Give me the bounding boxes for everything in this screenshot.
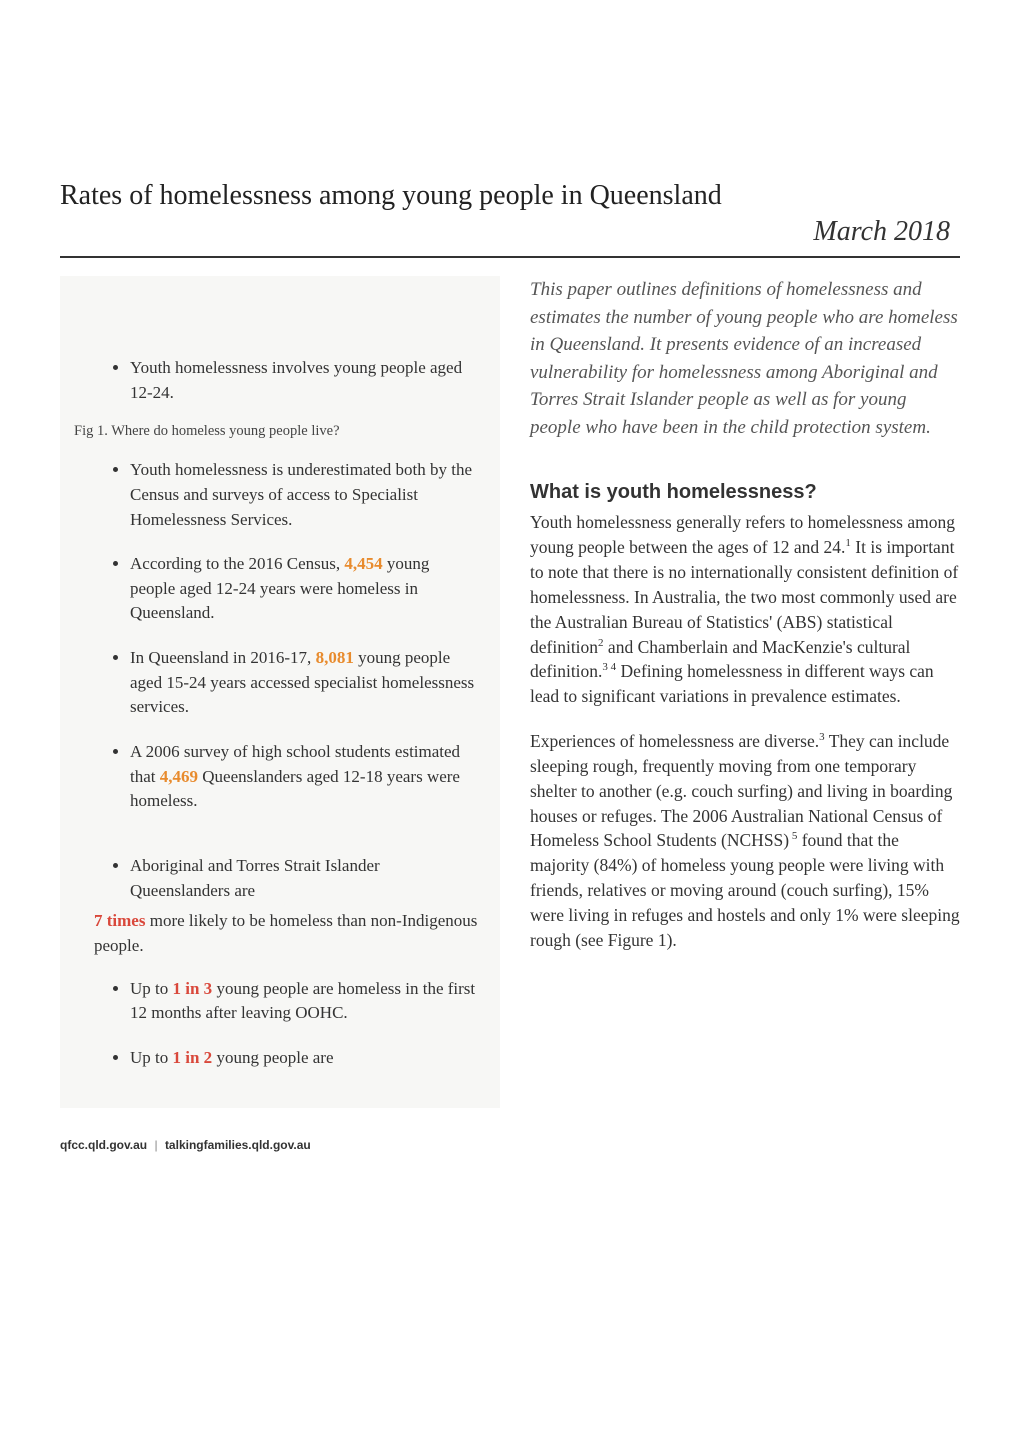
stat-highlight: 8,081 xyxy=(316,648,354,667)
sidebar-bullet-shs: In Queensland in 2016-17, 8,081 young pe… xyxy=(130,646,486,720)
text-fragment: Up to xyxy=(130,979,173,998)
sidebar-bullet-intro: Youth homelessness involves young people… xyxy=(130,356,486,405)
text-fragment: In Queensland in 2016-17, xyxy=(130,648,316,667)
stat-highlight: 4,469 xyxy=(160,767,198,786)
sidebar-bullet-atsi: Aboriginal and Torres Strait Islander Qu… xyxy=(130,854,486,903)
sidebar-list-4: Up to 1 in 3 young people are homeless i… xyxy=(74,977,486,1071)
body-paragraph-2: Experiences of homelessness are diverse.… xyxy=(530,729,960,953)
sidebar-bullet-last: Up to 1 in 2 young people are xyxy=(130,1046,486,1071)
page-date: March 2018 xyxy=(60,216,960,248)
footnote-ref: 3 4 xyxy=(602,662,616,674)
sidebar-bullet-oohc: Up to 1 in 3 young people are homeless i… xyxy=(130,977,486,1026)
section-heading: What is youth homelessness? xyxy=(530,481,960,504)
sidebar-bullet-underestimated: Youth homelessness is underestimated bot… xyxy=(130,458,486,532)
stat-highlight: 7 times xyxy=(94,911,145,930)
stat-highlight: 4,454 xyxy=(344,554,382,573)
sidebar-list-3: Aboriginal and Torres Strait Islander Qu… xyxy=(74,854,486,903)
sidebar-bullet-census: According to the 2016 Census, 4,454 youn… xyxy=(130,552,486,626)
two-column-layout: Youth homelessness involves young people… xyxy=(60,276,960,1108)
text-fragment: young people are xyxy=(212,1048,333,1067)
text-fragment: Up to xyxy=(130,1048,173,1067)
text-fragment: Experiences of homelessness are diverse. xyxy=(530,731,819,751)
footer-url-2: talkingfamilies.qld.gov.au xyxy=(165,1138,311,1152)
stat-highlight: 1 in 3 xyxy=(173,979,213,998)
footer-separator: | xyxy=(154,1138,157,1152)
title-divider xyxy=(60,256,960,258)
figure-caption: Fig 1. Where do homeless young people li… xyxy=(74,423,486,440)
abstract-paragraph: This paper outlines definitions of homel… xyxy=(530,276,960,441)
text-fragment: more likely to be homeless than non-Indi… xyxy=(94,911,477,955)
main-column: This paper outlines definitions of homel… xyxy=(530,276,960,1108)
sidebar-list-2: Youth homelessness is underestimated bot… xyxy=(74,458,486,814)
sidebar-list-1: Youth homelessness involves young people… xyxy=(74,356,486,405)
page-title: Rates of homelessness among young people… xyxy=(60,180,960,212)
sidebar-atsi-continuation: 7 times more likely to be homeless than … xyxy=(94,909,486,958)
sidebar-bullet-survey: A 2006 survey of high school students es… xyxy=(130,740,486,814)
sidebar-column: Youth homelessness involves young people… xyxy=(60,276,500,1108)
stat-highlight: 1 in 2 xyxy=(173,1048,213,1067)
page-footer: qfcc.qld.gov.au | talkingfamilies.qld.go… xyxy=(60,1138,960,1152)
footer-url-1: qfcc.qld.gov.au xyxy=(60,1138,147,1152)
body-paragraph-1: Youth homelessness generally refers to h… xyxy=(530,510,960,709)
text-fragment: According to the 2016 Census, xyxy=(130,554,344,573)
